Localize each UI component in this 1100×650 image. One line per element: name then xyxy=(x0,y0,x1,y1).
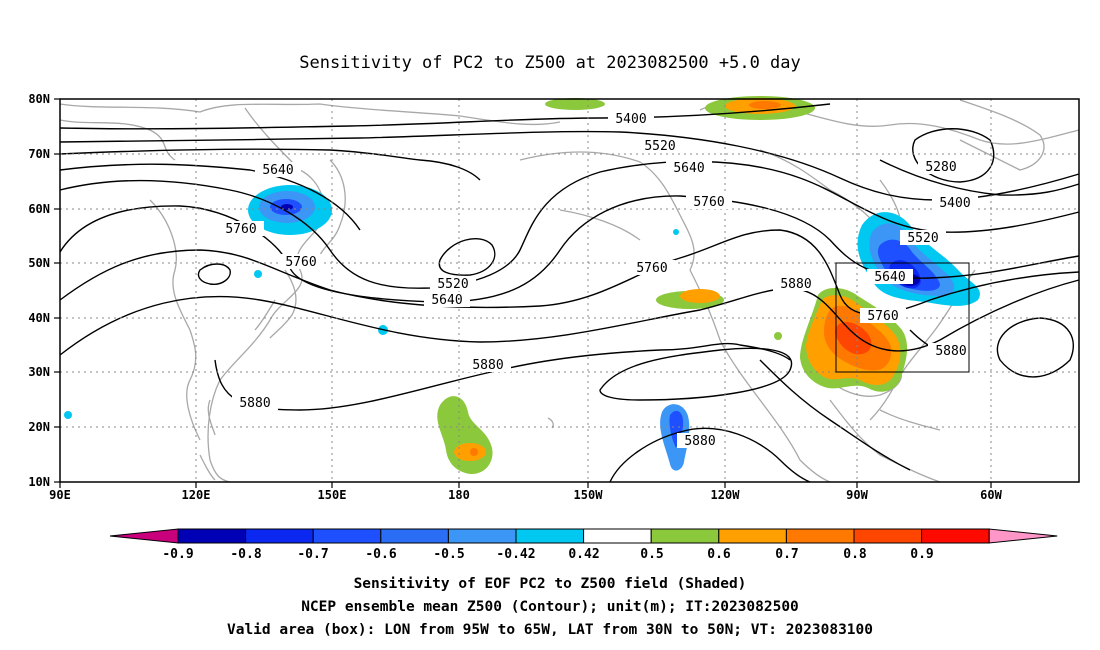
lon-label: 120E xyxy=(182,488,211,502)
colorbar-label: 0.8 xyxy=(843,547,867,562)
colorbar-labels: -0.9 -0.8 -0.7 -0.6 -0.5 -0.42 0.42 0.5 … xyxy=(162,547,933,562)
contour-label: 5880 xyxy=(239,396,270,411)
lon-label: 180 xyxy=(448,488,470,502)
valid-area-box xyxy=(835,262,970,373)
lon-label: 90E xyxy=(49,488,71,502)
lat-label: 40N xyxy=(28,311,50,325)
lat-label: 70N xyxy=(28,147,50,161)
contour-label: 5880 xyxy=(935,344,966,359)
contour-label: 5520 xyxy=(437,277,468,292)
colorbar-segment xyxy=(515,528,585,544)
colorbar-segment xyxy=(583,528,652,544)
axis-ticks xyxy=(54,98,992,488)
map-border xyxy=(59,98,1080,483)
gridlines xyxy=(60,99,1079,482)
lon-label: 90W xyxy=(846,488,868,502)
colorbar-segment xyxy=(380,528,449,544)
colorbar-segment xyxy=(245,528,314,544)
contour-label: 5520 xyxy=(907,231,938,246)
longitude-labels: 90E 120E 150E 180 150W 120W 90W 60W xyxy=(49,488,1002,502)
caption-line-3: Valid area (box): LON from 95W to 65W, L… xyxy=(227,622,873,638)
lon-label: 150W xyxy=(574,488,604,502)
map-title: Sensitivity of PC2 to Z500 at 2023082500… xyxy=(299,53,801,73)
colorbar-label: -0.7 xyxy=(297,547,328,562)
colorbar-label: -0.5 xyxy=(433,547,464,562)
contour-label: 5640 xyxy=(262,163,293,178)
contour-label: 5880 xyxy=(472,358,503,373)
lon-label: 120W xyxy=(711,488,741,502)
contour-labels: 5400 5520 5640 5760 5640 5760 5760 5520 … xyxy=(218,111,978,449)
colorbar-label: -0.8 xyxy=(230,547,261,562)
colorbar xyxy=(109,528,1058,544)
colorbar-label: 0.9 xyxy=(910,547,933,562)
colorbar-segment xyxy=(447,528,517,544)
contour-label: 5640 xyxy=(874,270,905,285)
colorbar-label: 0.42 xyxy=(568,547,599,562)
contour-label: 5880 xyxy=(780,277,811,292)
contour-label: 5400 xyxy=(615,112,646,127)
contour-label: 5520 xyxy=(644,139,675,154)
colorbar-segment xyxy=(921,528,990,544)
colorbar-label: 0.7 xyxy=(775,547,798,562)
shade-negative xyxy=(673,229,679,235)
caption-line-2: NCEP ensemble mean Z500 (Contour); unit(… xyxy=(301,599,799,615)
lat-label: 20N xyxy=(28,420,50,434)
colorbar-label: 0.6 xyxy=(707,547,731,562)
colorbar-segment xyxy=(853,528,923,544)
shade-negative xyxy=(64,411,72,419)
caption-line-1: Sensitivity of EOF PC2 to Z500 field (Sh… xyxy=(354,576,747,592)
lon-label: 150E xyxy=(318,488,347,502)
colorbar-label: -0.6 xyxy=(365,547,396,562)
shade-positive xyxy=(774,332,782,340)
lat-label: 30N xyxy=(28,365,50,379)
lat-label: 80N xyxy=(28,92,50,106)
lon-label: 60W xyxy=(980,488,1002,502)
colorbar-label: -0.9 xyxy=(162,547,193,562)
map-panel: 5400 5520 5640 5760 5640 5760 5760 5520 … xyxy=(59,96,1080,483)
colorbar-label: 0.5 xyxy=(640,547,663,562)
contour-label: 5640 xyxy=(431,293,462,308)
colorbar-segment xyxy=(177,528,247,544)
contour-label: 5280 xyxy=(925,160,956,175)
lat-label: 10N xyxy=(28,475,50,489)
lat-label: 60N xyxy=(28,202,50,216)
colorbar-low-arrow xyxy=(109,528,179,544)
contour-label: 5760 xyxy=(867,309,898,324)
lat-label: 50N xyxy=(28,256,50,270)
colorbar-segment xyxy=(650,528,720,544)
shade-positive xyxy=(835,321,872,355)
colorbar-high-arrow xyxy=(988,528,1058,544)
colorbar-label: -0.42 xyxy=(496,547,535,562)
latitude-labels: 80N 70N 60N 50N 40N 30N 20N 10N xyxy=(28,92,50,489)
contour-label: 5880 xyxy=(684,434,715,449)
shade-positive xyxy=(545,98,605,110)
shade-negative xyxy=(254,270,262,278)
colorbar-segment xyxy=(718,528,787,544)
colorbar-segment xyxy=(785,528,855,544)
shade-positive xyxy=(470,448,478,456)
contour-label: 5400 xyxy=(939,196,970,211)
contour-label: 5760 xyxy=(693,195,724,210)
contour-label: 5760 xyxy=(285,255,316,270)
contour-label: 5760 xyxy=(225,222,256,237)
shade-positive xyxy=(749,101,781,109)
colorbar-segment xyxy=(312,528,382,544)
shade-positive xyxy=(680,289,720,303)
contour-label: 5640 xyxy=(673,161,704,176)
contour-label: 5760 xyxy=(636,261,667,276)
